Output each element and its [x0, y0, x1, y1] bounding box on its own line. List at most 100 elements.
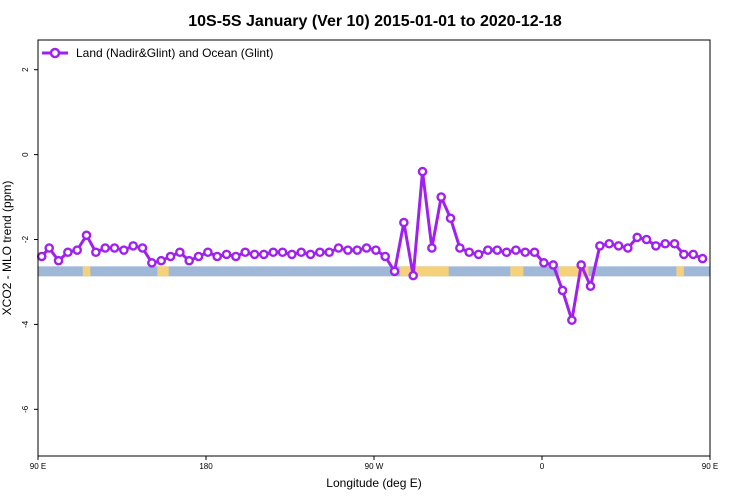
data-point	[595, 241, 605, 251]
legend: Land (Nadir&Glint) and Ocean (Glint)	[42, 46, 273, 60]
data-point	[483, 245, 493, 255]
x-tick-label: 90 E	[30, 462, 46, 471]
legend-label: Land (Nadir&Glint) and Ocean (Glint)	[76, 46, 273, 60]
x-axis-label: Longitude (deg E)	[326, 476, 421, 490]
x-tick-label: 180	[199, 462, 213, 471]
data-point	[156, 255, 166, 266]
land-band-segment	[82, 266, 91, 277]
data-point	[511, 245, 521, 255]
data-point	[137, 243, 148, 253]
data-point	[539, 258, 549, 268]
data-point	[63, 247, 73, 258]
data-point	[567, 315, 577, 325]
data-point	[361, 243, 372, 253]
data-point	[343, 245, 353, 255]
land-band-segment	[157, 266, 169, 277]
data-point	[268, 247, 279, 258]
data-point	[660, 238, 671, 249]
data-point	[585, 281, 596, 292]
y-tick-label: -2	[21, 235, 30, 243]
data-point	[464, 247, 475, 258]
x-tick-label: 0	[540, 462, 545, 471]
y-axis: 2 0 -2 -4 -6	[21, 67, 38, 413]
data-point	[128, 241, 138, 251]
data-point	[623, 243, 633, 253]
plot-frame	[37, 39, 711, 457]
data-point	[305, 249, 316, 260]
data-point	[576, 260, 587, 270]
data-point	[240, 247, 250, 258]
data-point	[473, 249, 484, 260]
data-point	[53, 255, 64, 266]
data-point	[389, 266, 400, 277]
data-point	[221, 249, 232, 260]
y-tick-label: -4	[21, 320, 30, 328]
data-point	[417, 166, 428, 177]
data-point	[36, 251, 47, 262]
data-point	[175, 247, 185, 258]
data-point	[557, 285, 568, 296]
y-tick-label: 0	[21, 152, 30, 157]
data-point	[277, 247, 288, 258]
ocean-band	[38, 266, 710, 277]
data-point	[651, 241, 661, 251]
x-tick-label: 90 E	[702, 462, 718, 471]
data-point	[371, 245, 381, 255]
land-band-segment	[400, 266, 449, 277]
data-point	[669, 238, 680, 249]
data-point	[249, 249, 260, 260]
x-axis: 90 E 180 90 W 0 90 E	[30, 456, 718, 471]
data-point	[455, 243, 465, 253]
y-tick-label: 2	[21, 67, 30, 72]
reference-band	[38, 266, 710, 277]
data-point	[100, 243, 110, 253]
y-tick-label: -6	[21, 405, 30, 413]
data-point	[408, 270, 419, 281]
data-point	[324, 247, 335, 258]
data-point	[315, 247, 325, 258]
data-point	[203, 247, 213, 258]
land-band-segment	[558, 266, 589, 277]
data-point	[109, 243, 120, 253]
data-point	[632, 232, 643, 243]
series-layer	[36, 166, 708, 325]
data-point	[548, 260, 559, 270]
data-point	[380, 251, 391, 262]
chart-title: 10S-5S January (Ver 10) 2015-01-01 to 20…	[188, 13, 562, 30]
data-point	[352, 245, 363, 255]
data-point	[613, 241, 624, 251]
data-point	[604, 238, 615, 249]
data-point	[231, 251, 241, 262]
data-point	[501, 247, 512, 258]
data-point	[72, 245, 82, 255]
data-point	[520, 247, 531, 258]
data-point	[333, 243, 344, 253]
data-point	[641, 234, 652, 245]
data-point	[287, 249, 297, 260]
data-point	[81, 230, 92, 241]
data-point	[399, 217, 409, 228]
data-point	[679, 249, 689, 260]
data-point	[119, 245, 129, 255]
data-point	[91, 247, 101, 258]
y-axis-label: XCO2 - MLO trend (ppm)	[0, 181, 14, 316]
data-point	[529, 247, 540, 258]
data-point	[436, 192, 447, 202]
x-tick-label: 90 W	[365, 462, 384, 471]
data-point	[44, 243, 55, 253]
data-point	[212, 251, 222, 262]
land-band-segment	[676, 266, 684, 277]
data-point	[259, 249, 269, 260]
data-point	[445, 213, 456, 224]
data-point	[147, 258, 157, 268]
data-point	[184, 255, 194, 266]
data-point	[296, 247, 307, 258]
data-point	[492, 245, 503, 255]
data-point	[165, 251, 176, 262]
legend-marker	[49, 47, 61, 59]
land-band-segment	[510, 266, 524, 277]
data-point	[193, 251, 204, 262]
data-point	[427, 243, 437, 253]
data-point	[688, 249, 699, 260]
